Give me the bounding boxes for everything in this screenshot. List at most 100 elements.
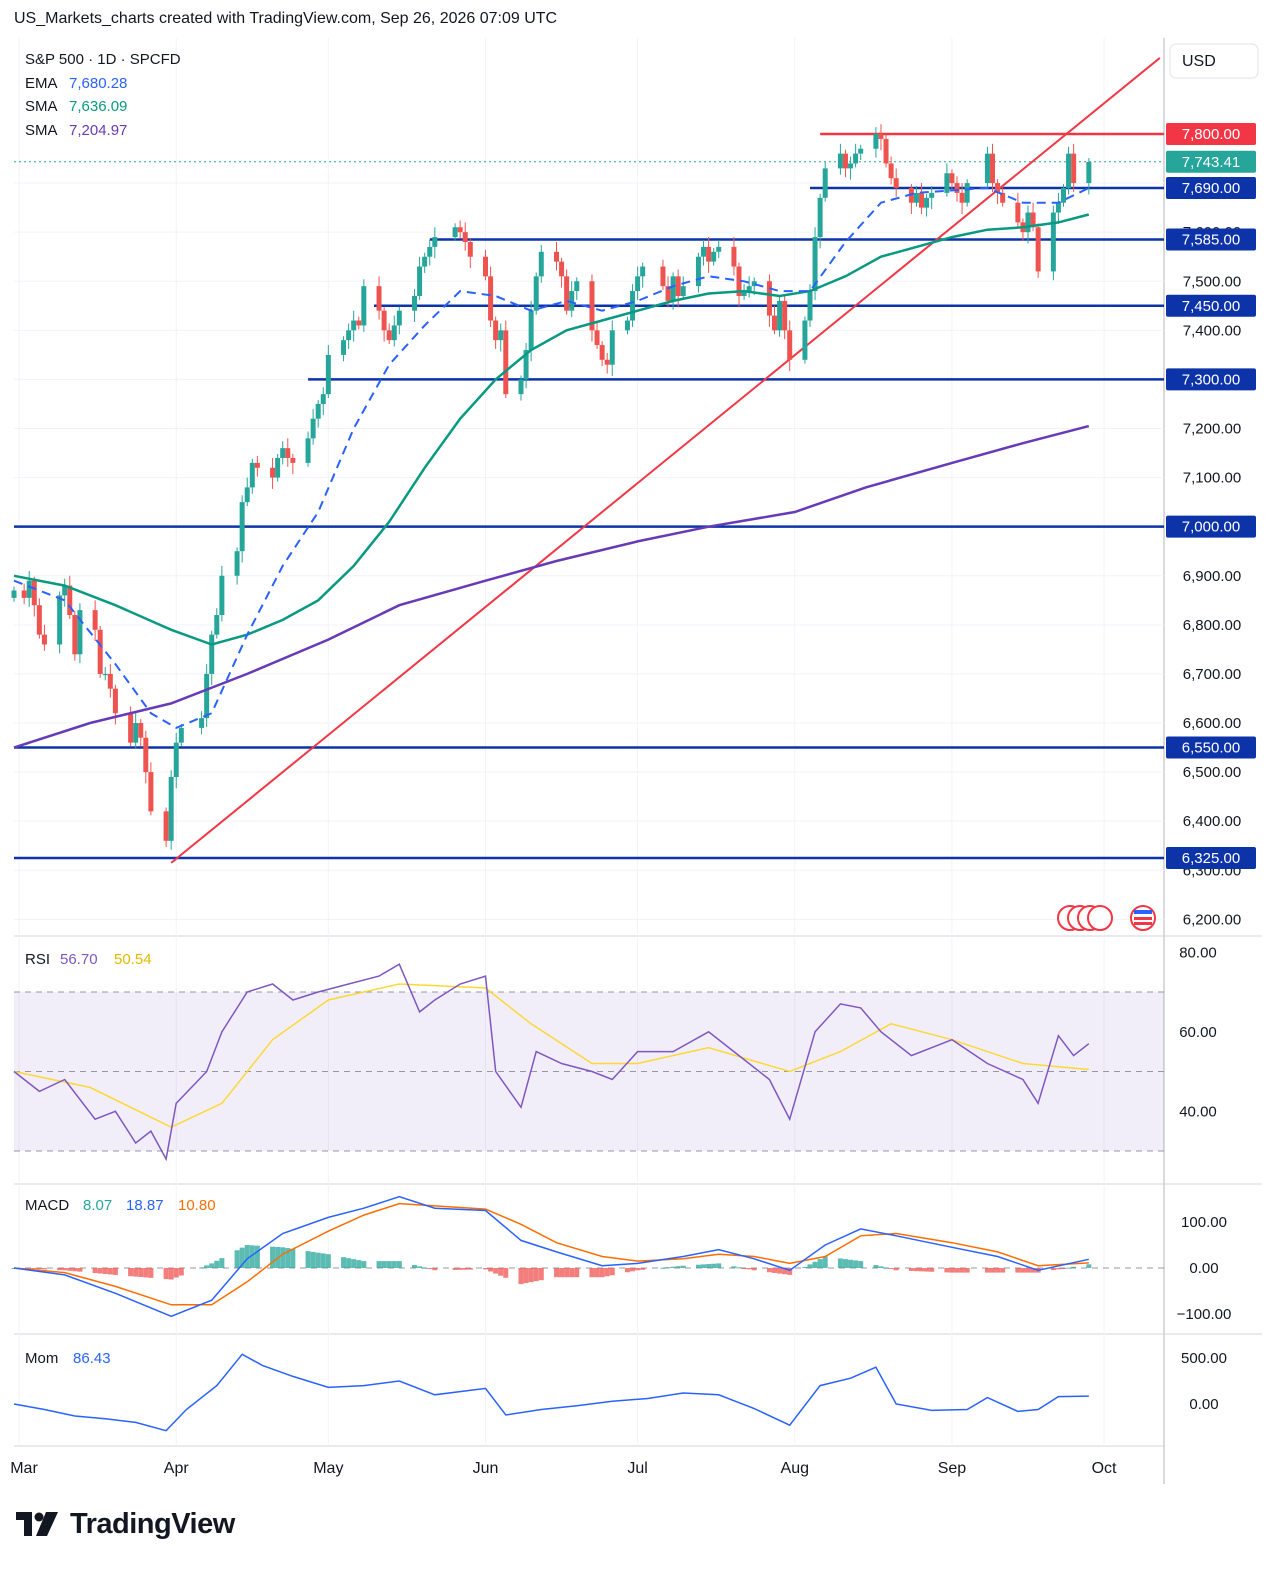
sma-50-line [13, 213, 1090, 646]
legend-sma-200-value: 7,204.97 [69, 122, 127, 139]
macd-histogram-bar [741, 1268, 747, 1269]
macd-histogram-bar [883, 1267, 889, 1269]
macd-histogram-bar [538, 1268, 544, 1281]
candle-body [848, 163, 854, 169]
candle-body [873, 134, 879, 149]
momentum-line [13, 1353, 1089, 1432]
candle-body [462, 232, 468, 242]
trading-chart[interactable]: USD 6,200.006,300.006,400.006,500.006,60… [0, 0, 1280, 1500]
legend-sma-200-name: SMA [25, 122, 58, 139]
price-level-tag [1166, 736, 1256, 759]
macd-histogram-bar [822, 1256, 828, 1268]
price-tick-label: 7,100.00 [1183, 470, 1241, 487]
last-price-label: 7,743.41 [1182, 154, 1240, 171]
macd-histogram-bar [391, 1261, 397, 1268]
macd-histogram-bar [452, 1268, 458, 1270]
candle-body [772, 315, 777, 331]
candle-body [528, 310, 534, 350]
price-tick-label: 7,400.00 [1183, 322, 1241, 339]
candle-body [107, 673, 113, 689]
macd-histogram-bar [675, 1266, 681, 1268]
price-tick-label: 6,800.00 [1183, 617, 1241, 634]
macd-histogram-bar [107, 1268, 113, 1275]
legend-rsi: RSI 56.70 50.54 [25, 951, 152, 968]
time-tick-label: Sep [938, 1460, 967, 1477]
price-tick-label: 7,500.00 [1183, 273, 1241, 290]
macd-histogram-bar [148, 1268, 154, 1278]
candle-body [604, 359, 610, 365]
time-tick-label: May [313, 1460, 343, 1477]
macd-histogram-bar [751, 1268, 757, 1271]
macd-histogram-bar [731, 1266, 737, 1268]
candle-body [574, 281, 580, 292]
macd-histogram-bar [102, 1268, 108, 1274]
macd-histogram-bar [315, 1252, 321, 1268]
legend-rsi-ma-value: 50.54 [114, 951, 152, 968]
candle-body [381, 310, 387, 331]
macd-histogram-bar [396, 1261, 402, 1268]
candle-body [21, 590, 27, 598]
macd-histogram-bar [178, 1268, 184, 1276]
macd-histogram-bar [457, 1268, 463, 1270]
candle-body [467, 241, 473, 257]
candle-body [802, 320, 808, 360]
candle-body [391, 325, 397, 341]
candle-body [325, 354, 331, 395]
macd-histogram-bar [427, 1268, 433, 1269]
flag-stripe [1134, 917, 1152, 920]
macd-histogram-bar [498, 1268, 504, 1276]
macd-histogram-bar [802, 1267, 808, 1269]
us-event-flags[interactable] [1057, 905, 1156, 931]
macd-histogram-bar [488, 1268, 494, 1272]
candle-body [305, 438, 311, 463]
candle-body [427, 246, 433, 257]
candle-body [564, 276, 570, 311]
candle-body [736, 266, 742, 296]
trendline[interactable] [170, 57, 1161, 864]
candle-body [984, 153, 990, 184]
candle-body [599, 345, 605, 360]
candle-body [944, 173, 950, 193]
macd-tick-label: 0.00 [1189, 1260, 1218, 1277]
candle-body [77, 610, 83, 655]
macd-histogram-bar [523, 1268, 529, 1284]
candle-body [990, 153, 996, 184]
candle-body [452, 227, 458, 238]
rsi-ma-line [13, 983, 1089, 1129]
macd-histogram-bar [503, 1268, 509, 1278]
price-level-tag [1166, 515, 1256, 538]
macd-histogram-bar [320, 1253, 326, 1268]
macd-histogram-bar [878, 1266, 884, 1268]
candle-body [97, 629, 103, 674]
flag-icon[interactable] [1087, 905, 1113, 931]
macd-histogram-bar [97, 1268, 103, 1274]
macd-histogram-bar [564, 1268, 570, 1278]
macd-histogram-bar [356, 1260, 362, 1268]
macd-histogram-bar [26, 1268, 32, 1269]
candle-body [1050, 212, 1056, 272]
macd-histogram-bar [817, 1259, 823, 1268]
candle-body [72, 615, 78, 655]
macd-histogram-bar [133, 1268, 139, 1277]
candle-body [523, 349, 529, 380]
macd-histogram-bar [842, 1259, 848, 1268]
price-level-tag [1166, 368, 1256, 391]
price-tick-label: 6,600.00 [1183, 715, 1241, 732]
macd-histogram-bar [325, 1254, 331, 1268]
macd-histogram-bar [417, 1266, 423, 1268]
tradingview-logo[interactable]: TradingView [16, 1508, 235, 1541]
candle-body [214, 615, 220, 635]
candle-body [234, 551, 240, 576]
macd-histogram-bar [746, 1268, 752, 1270]
macd-histogram-bar [31, 1268, 37, 1269]
currency-label[interactable]: USD [1182, 53, 1216, 70]
macd-histogram-bar [214, 1260, 220, 1268]
candle-body [244, 487, 250, 503]
macd-histogram-bar [1071, 1266, 1077, 1268]
macd-histogram-bar [305, 1251, 311, 1268]
time-tick-label: Oct [1092, 1460, 1117, 1477]
macd-histogram-bar [462, 1268, 468, 1270]
candle-body [36, 605, 42, 635]
macd-histogram-bar [346, 1258, 352, 1268]
legend-ema-name: EMA [25, 75, 58, 92]
